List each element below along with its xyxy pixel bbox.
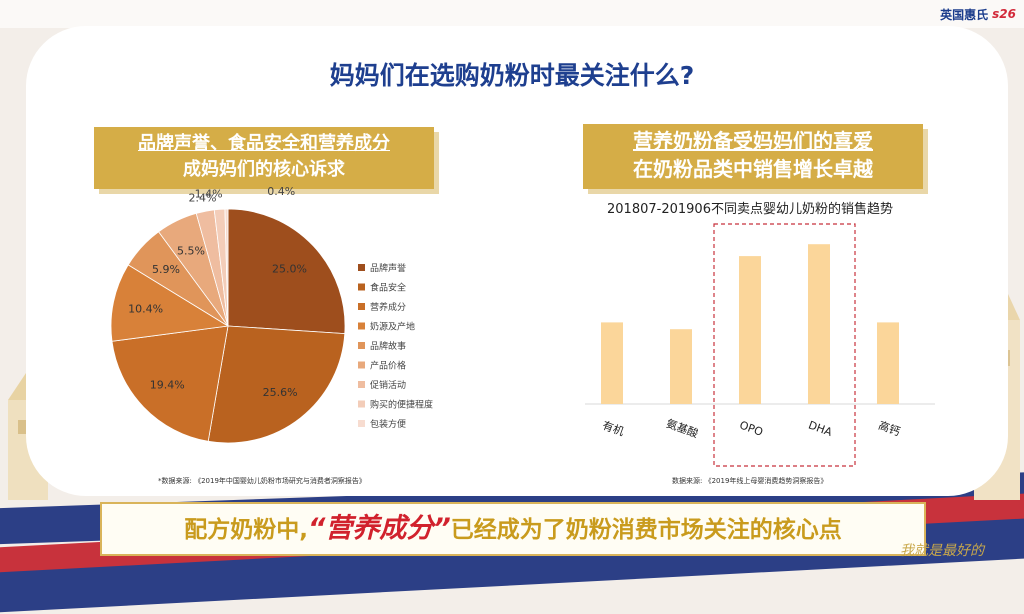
bar-tick-label-4: 高钙 bbox=[877, 418, 902, 439]
charts-layer: 25.0% 25.6% 19.4% 10.4% 5.9% 5.5% 2.4%1.4% 0.4%… bbox=[110, 185, 935, 467]
pie-label-1: 25.6% bbox=[263, 386, 298, 399]
pie-label-7: 1.4% bbox=[195, 187, 223, 200]
legend-swatch-1 bbox=[358, 283, 365, 291]
pie-slice-2 bbox=[111, 325, 229, 442]
legend-label-3: 奶源及产地 bbox=[370, 321, 415, 333]
legend-label-5: 产品价格 bbox=[370, 360, 406, 372]
pie-label-5: 5.5% bbox=[177, 244, 205, 257]
legend-label-2: 营养成分 bbox=[370, 301, 406, 313]
brand-name-cn: 英国惠氏 bbox=[940, 7, 989, 22]
left-banner: 品牌声誉、食品安全和营养成分 成妈妈们的核心诉求 bbox=[94, 127, 434, 189]
legend-swatch-2 bbox=[358, 303, 365, 310]
bar-chart-title: 201807-201906不同卖点婴幼儿奶粉的销售趋势 bbox=[607, 202, 893, 217]
legend-swatch-7 bbox=[358, 400, 365, 408]
page-title: 妈妈们在选购奶粉时最关注什么? bbox=[329, 61, 695, 90]
conclusion-highlight: “营养成分” bbox=[307, 513, 451, 544]
brand-name-en: s26 bbox=[992, 7, 1016, 21]
pie-label-3: 10.4% bbox=[128, 302, 163, 315]
legend-label-1: 食品安全 bbox=[370, 282, 406, 294]
bar-2 bbox=[739, 256, 761, 404]
pie-slice-3 bbox=[110, 264, 230, 342]
legend-label-0: 品牌声誉 bbox=[370, 262, 406, 274]
pie-label-2: 19.4% bbox=[150, 378, 185, 391]
pie-slice-8 bbox=[224, 208, 229, 327]
right-banner: 营养奶粉备受妈妈们的喜爱 在奶粉品类中销售增长卓越 bbox=[583, 124, 923, 189]
bar-tick-label-1: 氨基酸 bbox=[664, 416, 700, 440]
pie-slice-1 bbox=[207, 325, 346, 444]
conclusion-prefix: 配方奶粉中, bbox=[184, 517, 308, 543]
conclusion-suffix: 已经成为了奶粉消费市场关注的核心点 bbox=[450, 517, 842, 543]
bar-4 bbox=[877, 322, 899, 404]
top-strip bbox=[0, 0, 1024, 28]
left-banner-line2: 成妈妈们的核心诉求 bbox=[183, 159, 345, 180]
legend-swatch-4 bbox=[358, 342, 365, 349]
legend-swatch-3 bbox=[358, 322, 365, 330]
pie-label-4: 5.9% bbox=[152, 263, 180, 276]
bar-tick-label-3: DHA bbox=[807, 418, 835, 439]
legend-label-8: 包装方便 bbox=[370, 418, 406, 430]
pie-label-8: 0.4% bbox=[267, 185, 295, 198]
brand-logo: 英国惠氏 s26 bbox=[940, 4, 1016, 24]
bar-3 bbox=[808, 244, 830, 404]
conclusion-box: 配方奶粉中,“营养成分”已经成为了奶粉消费市场关注的核心点 bbox=[100, 502, 926, 556]
left-source-note: *数据来源: 《2019年中国婴幼儿奶粉市场研究与消费者洞察报告》 bbox=[158, 477, 366, 485]
legend-label-4: 品牌故事 bbox=[370, 340, 406, 352]
bar-highlight-box bbox=[713, 223, 856, 467]
bar-0 bbox=[601, 322, 623, 404]
right-banner-line2: 在奶粉品类中销售增长卓越 bbox=[633, 157, 873, 181]
right-banner-line1: 营养奶粉备受妈妈们的喜爱 bbox=[633, 129, 873, 153]
pie-chart: 25.0% 25.6% 19.4% 10.4% 5.9% 5.5% 2.4%1.4% 0.4% bbox=[110, 185, 346, 444]
bar-tick-label-0: 有机 bbox=[601, 418, 626, 439]
bar-chart: 有机 氨基酸 OPO DHA 高钙 bbox=[585, 223, 935, 467]
legend-swatch-8 bbox=[358, 420, 365, 427]
pie-label-0: 25.0% bbox=[272, 262, 307, 275]
right-source-note: 数据来源: 《2019年线上母婴消费趋势洞察报告》 bbox=[672, 477, 828, 485]
legend-swatch-6 bbox=[358, 381, 365, 388]
bar-1 bbox=[670, 329, 692, 404]
legend-swatch-5 bbox=[358, 361, 365, 369]
legend-swatch-0 bbox=[358, 264, 365, 271]
bar-tick-label-2: OPO bbox=[738, 419, 765, 440]
handwritten-slogan: 我就是最好的 bbox=[900, 543, 984, 559]
legend-label-7: 购买的便捷程度 bbox=[370, 399, 433, 411]
pie-label-6: 2.4% bbox=[188, 192, 216, 205]
pie-slice-0 bbox=[227, 208, 346, 335]
left-banner-line1: 品牌声誉、食品安全和营养成分 bbox=[138, 133, 390, 154]
legend-label-6: 促销活动 bbox=[370, 379, 406, 391]
